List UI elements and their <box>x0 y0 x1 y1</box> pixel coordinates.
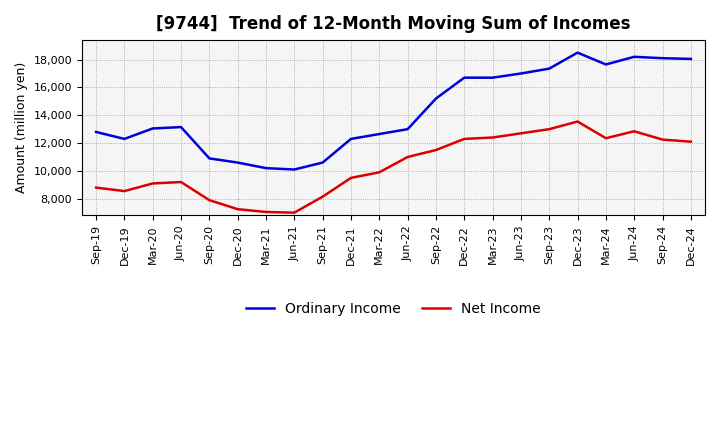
Net Income <box>601 136 610 141</box>
Ordinary Income <box>516 71 525 76</box>
Net Income <box>545 127 554 132</box>
Ordinary Income <box>318 160 327 165</box>
Net Income <box>233 206 242 212</box>
Net Income <box>205 198 214 203</box>
Ordinary Income <box>573 50 582 55</box>
Net Income <box>431 147 440 153</box>
Y-axis label: Amount (million yen): Amount (million yen) <box>15 62 28 194</box>
Net Income <box>460 136 469 142</box>
Ordinary Income <box>601 62 610 67</box>
Net Income <box>91 185 100 190</box>
Net Income <box>658 137 667 142</box>
Net Income <box>516 131 525 136</box>
Line: Net Income: Net Income <box>96 121 690 213</box>
Net Income <box>630 128 639 134</box>
Ordinary Income <box>431 96 440 101</box>
Title: [9744]  Trend of 12-Month Moving Sum of Incomes: [9744] Trend of 12-Month Moving Sum of I… <box>156 15 631 33</box>
Ordinary Income <box>290 167 299 172</box>
Ordinary Income <box>148 126 157 131</box>
Net Income <box>148 181 157 186</box>
Ordinary Income <box>488 75 497 81</box>
Ordinary Income <box>233 160 242 165</box>
Net Income <box>488 135 497 140</box>
Net Income <box>261 209 270 215</box>
Ordinary Income <box>120 136 129 142</box>
Ordinary Income <box>630 54 639 59</box>
Ordinary Income <box>91 129 100 135</box>
Net Income <box>686 139 695 144</box>
Net Income <box>346 175 355 180</box>
Net Income <box>403 154 412 160</box>
Net Income <box>573 119 582 124</box>
Net Income <box>120 188 129 194</box>
Net Income <box>176 180 185 185</box>
Ordinary Income <box>346 136 355 142</box>
Net Income <box>375 170 384 175</box>
Net Income <box>318 194 327 199</box>
Ordinary Income <box>205 156 214 161</box>
Ordinary Income <box>403 127 412 132</box>
Ordinary Income <box>261 165 270 171</box>
Ordinary Income <box>658 55 667 61</box>
Legend: Ordinary Income, Net Income: Ordinary Income, Net Income <box>241 296 546 321</box>
Line: Ordinary Income: Ordinary Income <box>96 53 690 169</box>
Ordinary Income <box>460 75 469 81</box>
Ordinary Income <box>375 132 384 137</box>
Net Income <box>290 210 299 215</box>
Ordinary Income <box>176 125 185 130</box>
Ordinary Income <box>686 56 695 62</box>
Ordinary Income <box>545 66 554 71</box>
